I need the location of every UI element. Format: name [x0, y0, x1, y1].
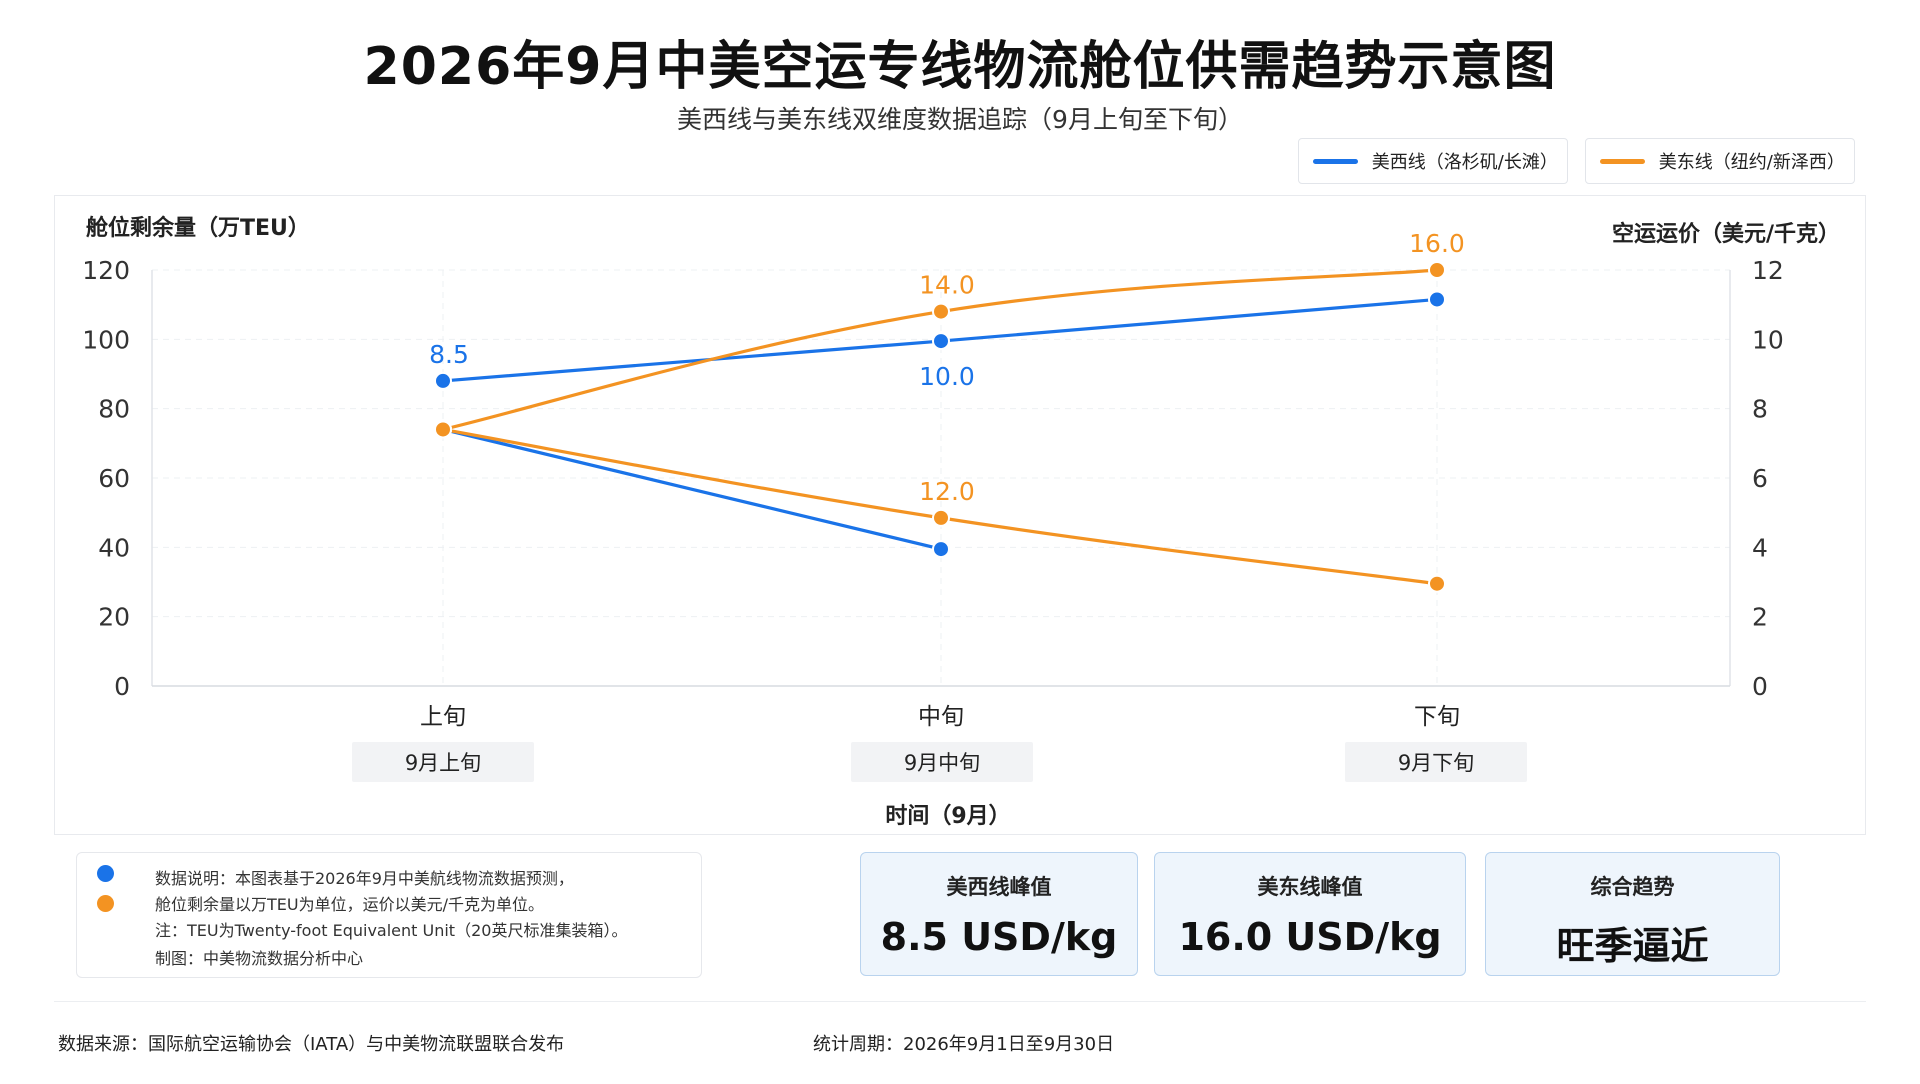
stat-value-east-peak: 16.0 USD/kg	[1178, 915, 1442, 959]
note-line-1: 数据说明：本图表基于2026年9月中美航线物流数据预测，	[155, 869, 574, 888]
period-label-late: 9月下旬	[1345, 742, 1527, 782]
data-label: 16.0	[1409, 229, 1465, 258]
legend-label-west: 美西线（洛杉矶/长滩）	[1371, 152, 1558, 173]
series-point-0	[1428, 290, 1446, 309]
series-point-3	[932, 508, 950, 527]
point-labels: 8.5 10.0 14.0 16.0 12.0	[429, 229, 1465, 506]
y-tick-left-label: 100	[82, 325, 130, 354]
note-dot-west	[97, 865, 114, 882]
y-tick-left-label: 120	[82, 256, 130, 285]
period-label-early: 9月上旬	[352, 742, 534, 782]
series-point-3	[434, 420, 452, 439]
y-tick-left-label: 40	[98, 533, 130, 562]
legend-label-east: 美东线（纽约/新泽西）	[1658, 152, 1845, 173]
y-tick-left-label: 80	[98, 395, 130, 424]
series-point-2	[932, 540, 950, 559]
stat-label-trend: 综合趋势	[1590, 875, 1675, 899]
note-dot-east	[97, 895, 114, 912]
legend-swatch-west	[1313, 158, 1358, 164]
y-tick-left-label: 20	[98, 603, 130, 632]
x-tick-label: 中旬	[918, 704, 964, 730]
chart-panel	[54, 195, 1866, 835]
period-label-mid: 9月中旬	[851, 742, 1033, 782]
legend-item-east[interactable]: 美东线（纽约/新泽西）	[1585, 138, 1855, 184]
x-tick-label: 下旬	[1414, 704, 1460, 730]
y-axis-left-title: 舱位剩余量（万TEU）	[86, 216, 310, 241]
series-point-0	[932, 332, 950, 351]
legend-item-west[interactable]: 美西线（洛杉矶/长滩）	[1298, 138, 1568, 184]
grid-lines	[152, 269, 1730, 686]
stat-card-east-peak: 美东线峰值 16.0 USD/kg	[1154, 852, 1466, 976]
note-line-2: 舱位剩余量以万TEU为单位，运价以美元/千克为单位。	[155, 895, 544, 914]
y-tick-left-label: 60	[98, 464, 130, 493]
data-label: 12.0	[919, 477, 975, 506]
legend-swatch-east	[1600, 158, 1645, 164]
y-tick-left-label: 0	[114, 672, 130, 701]
series-point-1	[1428, 261, 1446, 279]
note-line-3: 注：TEU为Twenty-foot Equivalent Unit（20英尺标准…	[155, 921, 628, 940]
y-tick-right-label: 6	[1752, 464, 1768, 493]
axis-ticks: 0 0 20 2 40 4 60 6 80 8 100 10 120 12 上旬 中旬 下旬	[82, 256, 1784, 730]
y-tick-right-label: 0	[1752, 672, 1768, 701]
series-points	[434, 261, 1446, 593]
data-label: 14.0	[919, 271, 975, 300]
y-tick-right-label: 8	[1752, 395, 1768, 424]
chart-subtitle: 美西线与美东线双维度数据追踪（9月上旬至下旬）	[677, 105, 1243, 134]
series-point-0	[434, 371, 452, 390]
series-point-1	[932, 302, 950, 321]
y-tick-right-label: 10	[1752, 325, 1784, 354]
note-line-4: 制图：中美物流数据分析中心	[155, 949, 364, 968]
y-tick-right-label: 12	[1752, 256, 1784, 285]
footer-period: 统计周期：2026年9月1日至9月30日	[813, 1034, 1115, 1055]
series-line-2	[441, 427, 943, 551]
x-tick-label: 上旬	[420, 704, 466, 730]
data-label: 8.5	[429, 340, 469, 369]
footer-divider	[54, 1001, 1866, 1002]
stat-label-west-peak: 美西线峰值	[946, 875, 1052, 899]
data-label: 10.0	[919, 362, 975, 391]
stat-label-east-peak: 美东线峰值	[1257, 875, 1363, 899]
stat-value-trend: 旺季逼近	[1556, 924, 1709, 968]
stat-value-west-peak: 8.5 USD/kg	[880, 915, 1118, 959]
y-axis-right-title: 空运运价（美元/千克）	[1611, 222, 1840, 247]
series-line-3	[441, 427, 1439, 586]
series-point-3	[1428, 574, 1446, 593]
footer-source: 数据来源：国际航空运输协会（IATA）与中美物流联盟联合发布	[58, 1034, 565, 1055]
stat-card-trend: 综合趋势 旺季逼近	[1485, 852, 1780, 976]
x-axis-title: 时间（9月）	[885, 804, 1011, 829]
chart-title: 2026年9月中美空运专线物流舱位供需趋势示意图	[363, 37, 1557, 97]
y-tick-right-label: 4	[1752, 533, 1768, 562]
notes-panel: 数据说明：本图表基于2026年9月中美航线物流数据预测， 舱位剩余量以万TEU为…	[76, 852, 702, 978]
y-tick-right-label: 2	[1752, 603, 1768, 632]
stat-card-west-peak: 美西线峰值 8.5 USD/kg	[860, 852, 1138, 976]
